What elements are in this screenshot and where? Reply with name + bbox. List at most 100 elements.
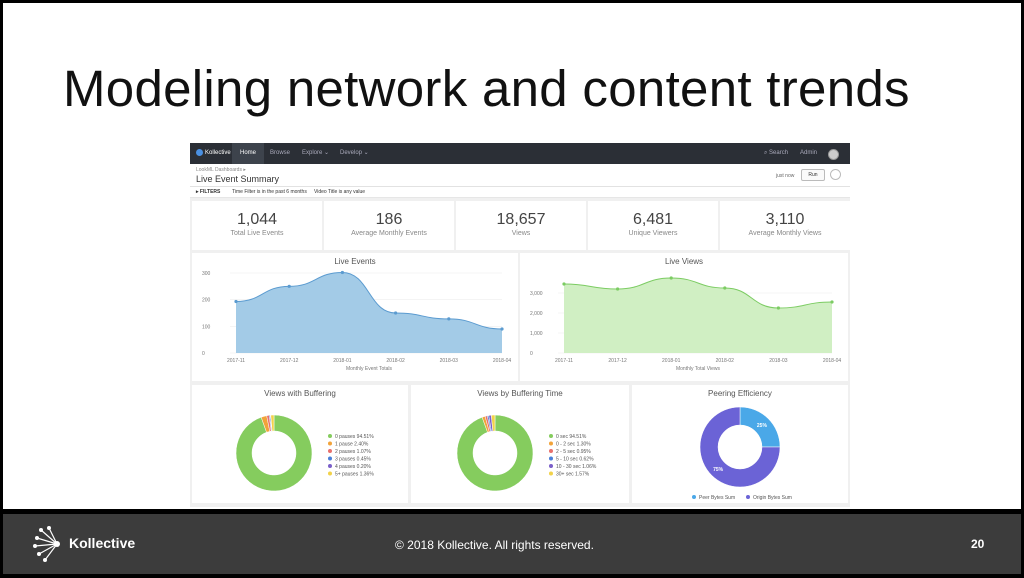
admin-link[interactable]: Admin	[800, 150, 818, 156]
dashboard-title: Live Event Summary	[196, 174, 280, 184]
legend-entry: 30+ sec 1.57%	[556, 472, 590, 478]
x-tick-label: 2018-03	[440, 358, 459, 364]
views-with-buffering-chart: 0 pauses 94.51% 1 pause 2.40%2 pauses 1.0…	[235, 414, 374, 492]
data-point	[723, 286, 727, 290]
kpi-value: 6,481	[632, 211, 674, 228]
chart-title: Peering Efficiency	[708, 389, 772, 398]
series-line	[563, 277, 833, 309]
search-label: Search	[769, 150, 789, 156]
slice-data-label: 75%	[713, 467, 724, 473]
legend-swatch	[692, 495, 696, 499]
legend-entry: 1 pause 2.40%	[335, 442, 369, 448]
video-filter[interactable]: Video Title is any value	[314, 189, 366, 195]
legend-swatch	[549, 441, 553, 446]
x-tick-label: 2018-02	[386, 358, 405, 364]
x-tick-label: 2017-11	[227, 358, 245, 364]
data-point	[340, 270, 344, 275]
chart-title: Live Events	[334, 257, 376, 266]
nav-browse[interactable]: Browse	[270, 150, 291, 156]
y-tick-label: 300	[202, 271, 211, 277]
live-views-card: Live Views 0 1,000 2,000 3,000 2017-11 2017-1…	[520, 253, 848, 381]
pie-slice	[235, 414, 313, 492]
avatar[interactable]	[828, 149, 839, 160]
copyright: © 2018 Kollective. All rights reserved.	[395, 538, 594, 552]
x-tick-label: 2018-04	[493, 358, 512, 364]
filters-toggle[interactable]: ▸ FILTERS	[196, 189, 221, 195]
chart-title: Live Views	[664, 257, 704, 266]
series-area	[236, 272, 502, 353]
breadcrumb[interactable]: LookML Dashboards ▸	[196, 167, 246, 173]
legend-entry: 2 pauses 1.07%	[335, 449, 371, 455]
slide-footer: Kollective © 2018 Kollective. All rights…	[0, 509, 1024, 578]
y-tick-label: 0	[202, 351, 205, 357]
nav-develop[interactable]: Develop ⌄	[340, 150, 369, 156]
legend-swatch	[328, 471, 332, 476]
legend-entry: 0 sec 94.51%	[556, 434, 587, 440]
series-area	[564, 278, 832, 353]
data-point	[562, 282, 566, 286]
time-filter[interactable]: Time Filter is in the past 6 months	[232, 189, 307, 195]
legend-swatch	[549, 471, 553, 476]
y-tick-label: 2,000	[530, 311, 543, 317]
nav-home[interactable]: Home	[232, 143, 265, 164]
kpi-value: 186	[375, 211, 403, 228]
kpi-average-monthly-events: 186 Average Monthly Events	[324, 201, 454, 250]
x-tick-label: 2018-01	[662, 358, 681, 364]
app-logo[interactable]: Kollective	[196, 149, 231, 156]
kpi-value: 18,657	[496, 211, 546, 228]
data-point	[776, 306, 780, 310]
x-tick-label: 2017-11	[555, 358, 573, 364]
gear-icon[interactable]	[830, 169, 841, 180]
legend-entry: 2 - 5 sec 0.95%	[556, 449, 591, 455]
data-point	[394, 311, 398, 315]
slice-data-label: 25%	[757, 423, 768, 429]
filters-bar: ▸ FILTERS Time Filter is in the past 6 m…	[190, 187, 850, 198]
data-point	[447, 317, 451, 321]
y-tick-label: 1,000	[530, 331, 543, 337]
legend-swatch	[328, 441, 332, 446]
legend-entry: 4 pauses 0.20%	[335, 464, 371, 470]
y-tick-label: 3,000	[530, 291, 543, 297]
nav-explore[interactable]: Explore ⌄	[302, 150, 330, 156]
legend-entry: 0 pauses 94.51%	[335, 434, 374, 440]
x-axis-label: Monthly Total Views	[676, 366, 721, 372]
pie-slice	[270, 414, 275, 432]
legend-entry: Origin Bytes Sum	[753, 495, 792, 501]
x-tick-label: 2018-03	[769, 358, 788, 364]
data-point	[669, 276, 673, 280]
legend-swatch	[746, 495, 750, 499]
run-button[interactable]: Run	[801, 169, 825, 181]
y-tick-label: 100	[202, 324, 211, 330]
search-link[interactable]: ⌕ Search	[764, 150, 789, 156]
x-tick-label: 2018-04	[823, 358, 842, 364]
x-tick-label: 2017-12	[608, 358, 627, 364]
kpi-label: Views	[511, 230, 531, 237]
data-point	[287, 284, 291, 288]
peering-efficiency-chart: 25% 75% Peer Bytes Sum Origin Bytes Sum	[692, 406, 792, 501]
legend-entry: 10 - 30 sec 1.06%	[556, 464, 597, 470]
logo-text: Kollective	[69, 535, 136, 551]
dashboard-header: LookML Dashboards ▸ Live Event Summary j…	[190, 164, 850, 187]
kpi-views: 18,657 Views	[456, 201, 586, 250]
legend-swatch	[328, 434, 332, 438]
x-tick-label: 2017-12	[280, 358, 299, 364]
y-tick-label: 0	[530, 351, 533, 357]
chart-title: Views by Buffering Time	[477, 389, 563, 398]
legend-entry: Peer Bytes Sum	[699, 495, 735, 501]
kpi-value: 3,110	[765, 211, 805, 228]
legend-swatch	[549, 434, 553, 438]
legend-swatch	[549, 464, 553, 468]
navbar: Kollective Home Browse Explore ⌄ Develop…	[190, 143, 850, 164]
legend-entry: 5 - 10 sec 0.62%	[556, 457, 594, 463]
y-tick-label: 200	[202, 298, 211, 304]
data-point	[500, 327, 504, 331]
pie-slice	[699, 406, 781, 488]
x-axis-label: Monthly Event Totals	[346, 366, 393, 372]
pie-slice	[490, 414, 496, 432]
page-number: 20	[971, 537, 985, 551]
x-tick-label: 2018-02	[716, 358, 735, 364]
data-point	[830, 300, 834, 304]
slide: Modeling network and content trends Koll…	[3, 3, 1021, 509]
peering-efficiency-card: Peering Efficiency 25% 75% Peer Bytes Sum O…	[632, 385, 848, 503]
kpi-label: Average Monthly Views	[748, 230, 822, 237]
